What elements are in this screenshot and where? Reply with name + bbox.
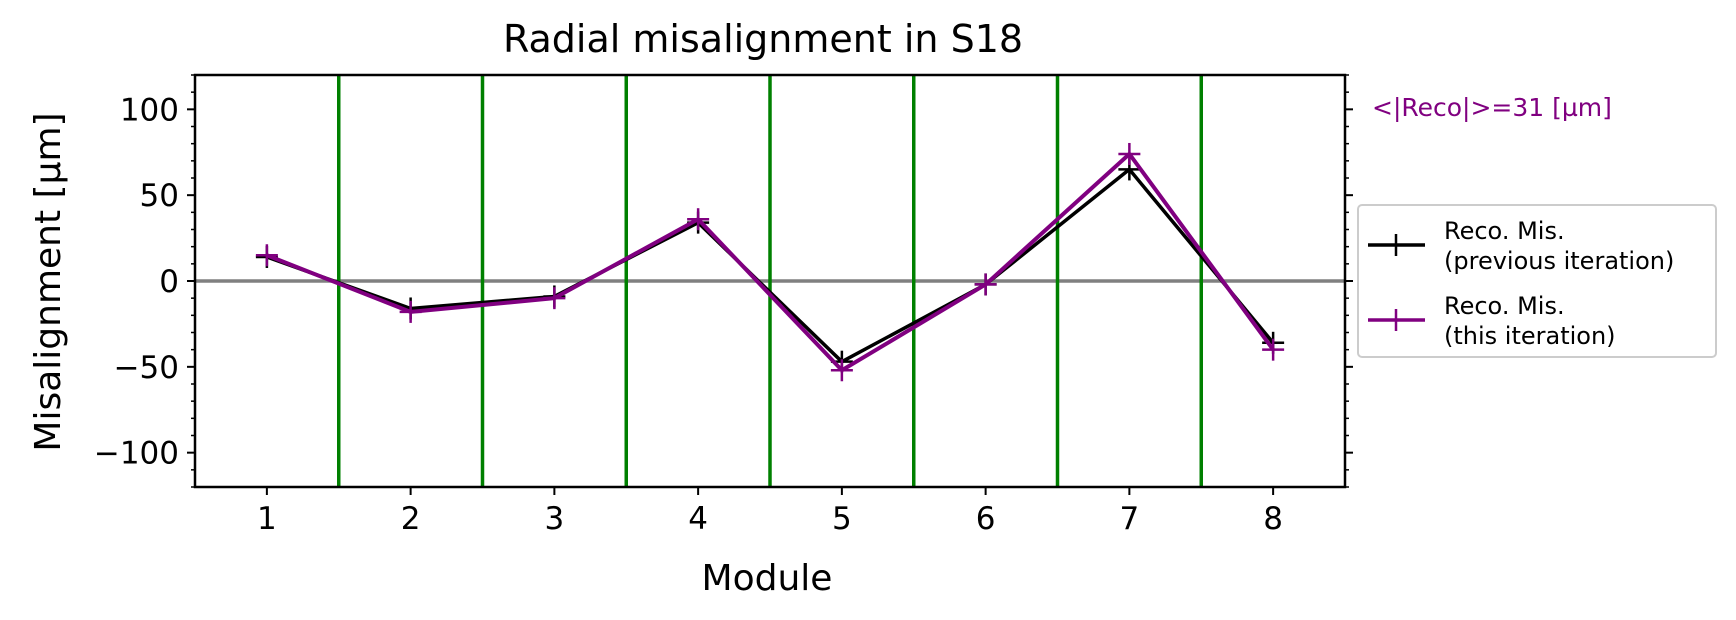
y-tick-label: −100: [94, 436, 179, 472]
plot-area: 100 50 0 −50 −100 1 2 3 4 5 6 7 8: [94, 73, 1353, 537]
data-point: [1262, 338, 1285, 361]
data-point: [255, 244, 278, 267]
legend-label: (this iteration): [1444, 322, 1616, 350]
legend-label: Reco. Mis.: [1444, 292, 1565, 320]
y-axis-label: Misalignment [µm]: [28, 112, 69, 451]
x-axis-label: Module: [702, 558, 833, 599]
x-tick-label: 7: [1120, 501, 1140, 537]
data-point: [687, 208, 710, 231]
data-point: [1118, 142, 1141, 165]
mean-annotation: <|Reco|>=31 [µm]: [1372, 93, 1612, 122]
x-tick-label: 5: [832, 501, 852, 537]
chart-title: Radial misalignment in S18: [503, 17, 1023, 61]
legend-label: (previous iteration): [1444, 247, 1674, 275]
data-point: [399, 300, 422, 323]
x-tick-label: 3: [545, 501, 565, 537]
y-tick-label: 50: [140, 178, 179, 214]
series-line: [266, 151, 1275, 373]
x-tick-label: 4: [688, 501, 708, 537]
y-tick-label: −50: [114, 350, 179, 386]
legend-box: [1357, 204, 1717, 358]
data-point: [830, 359, 853, 382]
legend: Reco. Mis.(previous iteration)Reco. Mis.…: [1357, 204, 1717, 358]
x-tick-label: 1: [257, 501, 277, 537]
x-tick-label: 8: [1263, 501, 1283, 537]
y-tick-label: 0: [159, 264, 179, 300]
data-point: [543, 287, 566, 310]
axes-frame: [193, 73, 1347, 489]
y-tick-label: 100: [120, 92, 179, 128]
x-tick-label: 6: [976, 501, 996, 537]
x-tick-label: 2: [401, 501, 421, 537]
legend-label: Reco. Mis.: [1444, 217, 1565, 245]
data-point: [974, 273, 997, 296]
